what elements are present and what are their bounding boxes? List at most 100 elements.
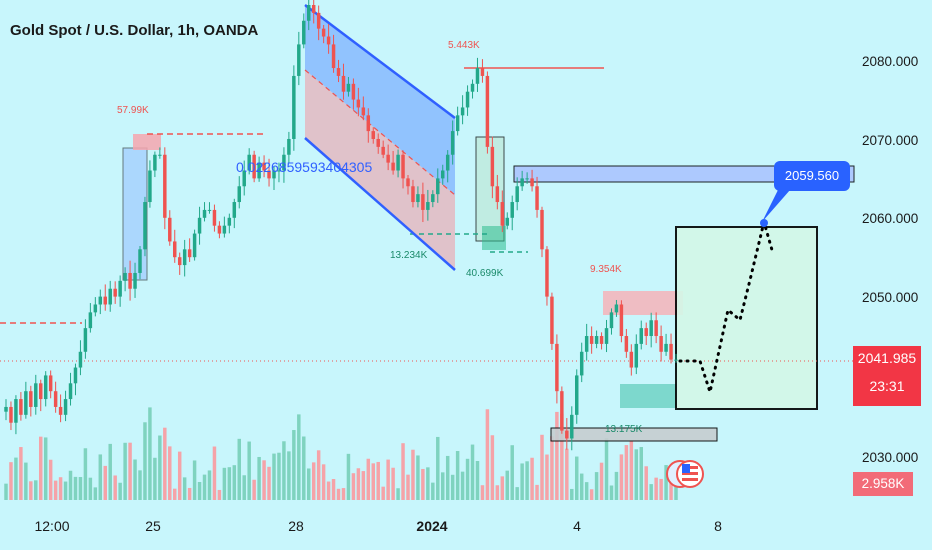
candle-body <box>530 178 534 187</box>
volume-bar <box>63 481 68 500</box>
candle-body <box>589 336 594 344</box>
candle-body <box>505 217 509 226</box>
time-tick: 25 <box>145 518 161 534</box>
volume-annotation: 57.99K <box>117 105 149 116</box>
volume-bar <box>321 464 326 500</box>
volume-bar <box>297 414 301 500</box>
us-flag-event-icon[interactable] <box>666 458 706 490</box>
volume-bar <box>128 442 132 500</box>
candle-body <box>311 5 316 13</box>
candle-body <box>163 154 167 218</box>
volume-bar <box>505 470 509 500</box>
volume-bar <box>356 468 361 500</box>
volume-bar <box>500 476 505 500</box>
candle-body <box>609 312 614 329</box>
candle-body <box>396 154 400 171</box>
candle-body <box>222 225 227 234</box>
volume-bar <box>282 441 286 500</box>
current-price-value: 2041.985 <box>857 350 917 366</box>
candle-body <box>366 115 371 132</box>
candle-body <box>73 367 78 384</box>
candle-body <box>376 138 380 147</box>
volume-bar <box>401 443 405 500</box>
volume-bar <box>222 467 227 500</box>
candle-body <box>39 383 43 400</box>
candle-body <box>78 351 83 368</box>
time-tick: 12:00 <box>34 518 70 534</box>
candle-body <box>53 391 58 407</box>
candle-body <box>153 154 157 171</box>
volume-bar <box>307 468 311 500</box>
volume-bar <box>426 467 430 500</box>
volume-bar <box>14 457 18 500</box>
candle-body <box>63 399 68 415</box>
candle-body <box>659 336 663 352</box>
volume-bar <box>48 459 53 500</box>
volume-bar <box>485 409 490 500</box>
bar-countdown: 23:31 <box>869 378 905 394</box>
volume-bar <box>257 456 261 500</box>
volume-bar <box>177 451 182 500</box>
price-tick: 2070.000 <box>862 133 919 148</box>
candle-body <box>321 28 326 37</box>
candle-body <box>460 107 465 116</box>
volume-bar <box>272 453 276 500</box>
volume-bar <box>545 454 549 500</box>
candle-body <box>24 391 28 415</box>
volume-bar <box>83 448 88 500</box>
candle-body <box>575 375 579 415</box>
volume-bar <box>29 481 33 500</box>
volume-bar <box>237 438 241 500</box>
price-tick: 2080.000 <box>862 54 919 69</box>
volume-bar <box>411 449 415 500</box>
candle-body <box>9 406 13 423</box>
candle-body <box>277 170 281 172</box>
mid-box <box>475 136 505 242</box>
candle-body <box>297 44 301 76</box>
candle-body <box>570 414 574 439</box>
volume-bar <box>326 481 331 500</box>
channel-upper-fill <box>305 5 455 195</box>
volume-bar <box>53 480 58 500</box>
candle-body <box>510 202 514 218</box>
volume-bar <box>436 436 440 500</box>
volume-bar <box>262 460 266 500</box>
candle-body <box>232 202 237 218</box>
volume-bar <box>579 473 584 500</box>
volume-bar <box>575 456 579 500</box>
zones-layer <box>122 5 855 442</box>
price-tick: 2050.000 <box>862 290 919 305</box>
volume-bar <box>252 479 256 500</box>
candle-body <box>386 154 390 163</box>
volume-annotation: 13.175K <box>605 424 643 435</box>
left-demand-box <box>122 147 148 281</box>
volume-bar <box>475 461 480 500</box>
bottom-zone <box>550 427 718 442</box>
candle-body <box>401 154 405 179</box>
target-bubble[interactable]: 2059.560 <box>774 161 850 191</box>
candle-body <box>177 257 182 266</box>
candle-body <box>584 336 589 352</box>
volume-bar <box>336 488 341 500</box>
volume-bar <box>525 461 529 500</box>
volume-bar <box>232 465 237 500</box>
volume-bar <box>302 436 306 500</box>
volume-bar <box>202 474 207 500</box>
volume-annotation: 5.443K <box>448 40 480 51</box>
volume-bar <box>73 476 78 500</box>
volume-bar <box>450 474 455 500</box>
volume-annotation: 9.354K <box>590 264 622 275</box>
candle-body <box>361 107 366 116</box>
volume-bar <box>609 485 614 500</box>
candle-body <box>545 249 549 297</box>
candle-body <box>34 383 38 407</box>
volume-bar <box>148 407 152 500</box>
candle-body <box>475 68 480 84</box>
candle-body <box>247 154 251 171</box>
current-price-badge: 2041.985 23:31 <box>853 346 921 406</box>
volume-bar <box>550 436 554 500</box>
time-tick: 4 <box>573 518 581 534</box>
candle-body <box>68 383 73 400</box>
candle-body <box>664 343 668 352</box>
